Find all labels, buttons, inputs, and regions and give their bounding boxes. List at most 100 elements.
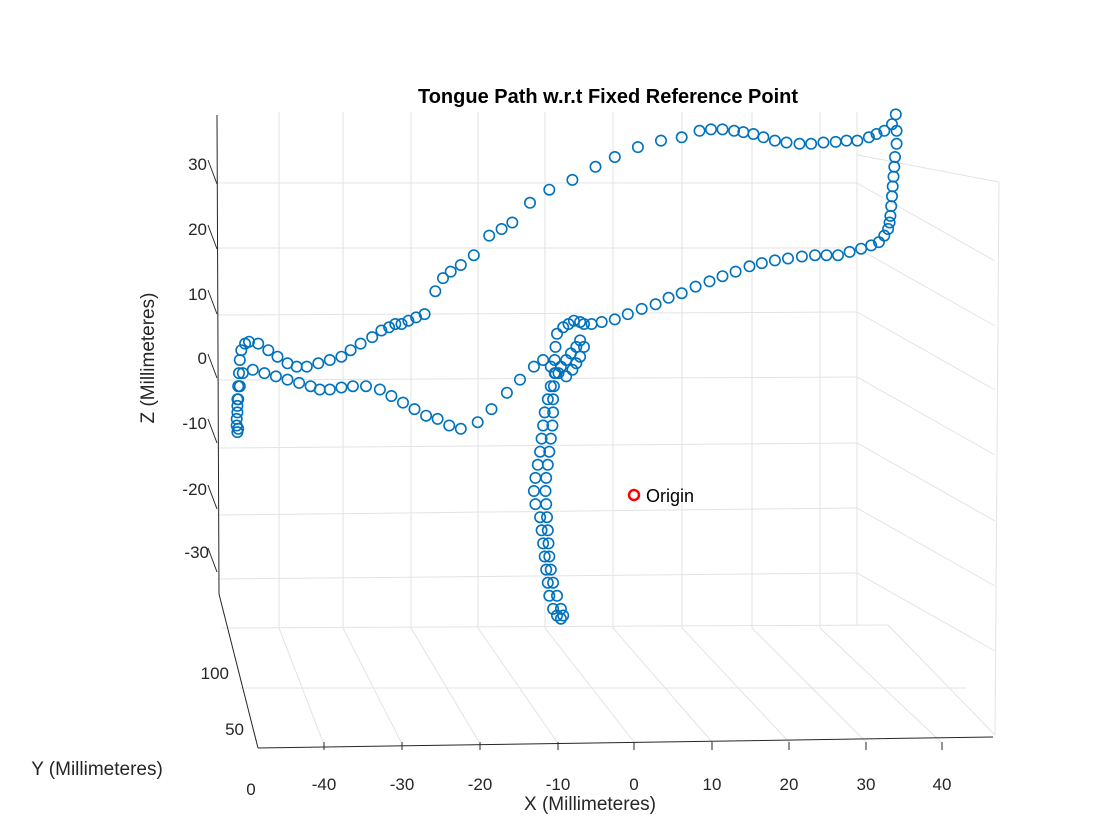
origin-label: Origin: [646, 486, 694, 506]
z-axis-line: [216, 114, 220, 595]
data-point: [443, 419, 456, 432]
data-point: [535, 524, 548, 537]
data-point: [544, 563, 557, 576]
data-point: [523, 196, 536, 209]
data-series-tongue-path: [230, 108, 903, 625]
data-point: [537, 537, 550, 550]
data-point: [566, 173, 579, 186]
data-point: [781, 252, 794, 265]
data-point: [547, 602, 560, 615]
data-point: [500, 386, 513, 399]
data-point: [883, 216, 896, 229]
x-tick-label: 10: [703, 775, 722, 794]
data-point: [543, 445, 556, 458]
data-point: [354, 337, 367, 350]
data-point: [808, 249, 821, 262]
data-point: [344, 344, 357, 357]
data-point: [829, 135, 842, 148]
data-point: [335, 381, 348, 394]
data-point: [246, 363, 259, 376]
z-tick-mark: [207, 289, 218, 315]
data-point: [574, 315, 587, 328]
data-point: [851, 134, 864, 147]
data-point: [675, 131, 688, 144]
data-point: [654, 134, 667, 147]
data-point: [831, 249, 844, 262]
data-point: [888, 151, 901, 164]
data-point: [541, 393, 554, 406]
x-tick-label: 40: [933, 775, 952, 794]
data-point: [323, 383, 336, 396]
data-point: [304, 380, 317, 393]
z-axis-tick-labels: 30 20 10 0 -10 -20 -30: [182, 155, 218, 573]
data-point: [454, 422, 467, 435]
data-point: [538, 406, 551, 419]
data-point: [281, 373, 294, 386]
grid-line-z-side: [856, 247, 996, 327]
origin-marker-group: Origin: [627, 486, 694, 506]
data-point: [817, 136, 830, 149]
data-point: [483, 229, 496, 242]
x-axis-tick-labels: -40 -30 -20 -10 0 10 20 30 40: [312, 742, 952, 794]
data-point: [537, 419, 550, 432]
data-point: [728, 124, 741, 137]
chart-title: Tongue Path w.r.t Fixed Reference Point: [418, 86, 798, 108]
data-point: [554, 612, 567, 625]
data-point: [554, 360, 567, 373]
data-point: [396, 396, 409, 409]
data-point: [768, 254, 781, 267]
z-tick-label: -20: [182, 480, 207, 499]
data-point: [577, 340, 590, 353]
x-tick-label: -10: [546, 775, 571, 794]
data-point: [888, 160, 901, 173]
data-point: [608, 313, 621, 326]
data-point: [335, 350, 348, 363]
grid-line-floor-x: [544, 627, 635, 743]
data-point: [574, 350, 587, 363]
data-point: [631, 141, 644, 154]
data-point: [471, 416, 484, 429]
data-point: [541, 458, 554, 471]
data-point: [513, 373, 526, 386]
data-point: [495, 223, 508, 236]
grid-line-floor-y: [220, 624, 889, 629]
data-point: [544, 380, 557, 393]
grid-line-z: [216, 572, 858, 580]
data-point: [529, 498, 542, 511]
data-point: [252, 337, 265, 350]
data-point: [704, 123, 717, 136]
z-tick-label: 10: [188, 285, 207, 304]
data-point: [543, 183, 556, 196]
data-point: [550, 589, 563, 602]
data-point: [235, 344, 248, 357]
data-point: [540, 498, 553, 511]
z-tick-mark: [207, 484, 218, 510]
data-point: [878, 124, 891, 137]
data-point: [543, 550, 556, 563]
grid-line-floor-x: [342, 627, 402, 743]
grid-line-floor-x: [278, 627, 324, 743]
data-point: [855, 242, 868, 255]
data-point: [795, 250, 808, 263]
data-point: [527, 484, 540, 497]
data-point: [269, 370, 282, 383]
data-point: [743, 260, 756, 273]
data-point: [540, 471, 553, 484]
y-axis-tick-labels: 0 50 100: [201, 664, 256, 799]
data-point: [383, 321, 396, 334]
data-point: [541, 524, 554, 537]
data-point: [293, 376, 306, 389]
x-tick-label: -20: [468, 775, 493, 794]
grid-line-z: [216, 376, 858, 381]
data-point: [547, 576, 560, 589]
data-point: [549, 340, 562, 353]
data-point: [232, 422, 245, 435]
data-point: [662, 291, 675, 304]
data-point: [300, 360, 313, 373]
data-point: [531, 458, 544, 471]
data-point: [375, 324, 388, 337]
data-point: [262, 344, 275, 357]
z-axis-label: Z (Millimeteres): [138, 293, 159, 424]
data-point: [436, 272, 449, 285]
data-point: [557, 609, 570, 622]
